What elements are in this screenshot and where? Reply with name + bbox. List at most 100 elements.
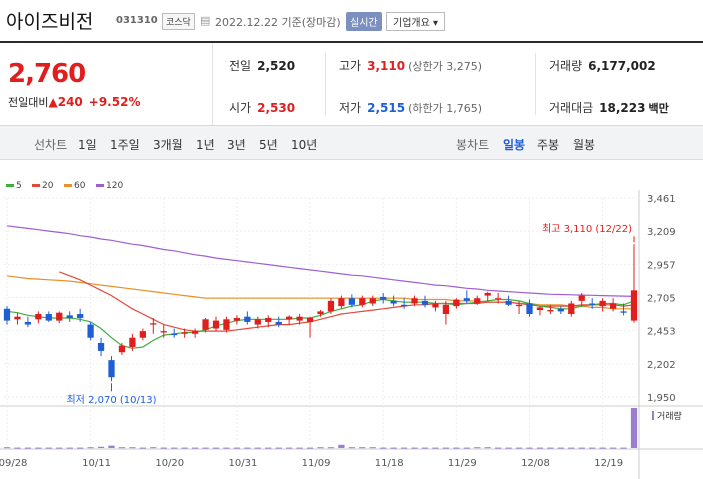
low-annotation: 최저 2,070 (10/13) [66, 394, 156, 406]
open-value: 2,530 [257, 101, 296, 115]
volume-bar [515, 447, 523, 449]
low-label: 저가 [339, 101, 362, 115]
volume-bar [536, 447, 544, 449]
volume-bar [118, 447, 126, 449]
x-tick-label: 10/20 [155, 458, 184, 469]
volume-bar [77, 447, 84, 449]
date-label: 2022.12.22 기준(장마감) [215, 16, 341, 29]
candle-body [505, 300, 512, 305]
volume-legend-label: 거래량 [657, 410, 682, 422]
volume-bar [557, 447, 564, 449]
candle-body [432, 303, 439, 308]
y-tick-label: 1,950 [647, 393, 676, 404]
period-3m[interactable]: 3개월 [153, 138, 183, 152]
legend-swatch [64, 184, 72, 187]
candle-body [24, 321, 32, 325]
candle-body [202, 319, 209, 330]
candle-body [317, 311, 324, 315]
volume: 거래량 6,177,002 [549, 57, 656, 74]
candle-body [421, 300, 429, 305]
company-overview-dropdown[interactable]: 기업개요 ▾ [386, 12, 445, 31]
candle-body [536, 307, 544, 311]
candle-body [129, 337, 136, 347]
candle-body [118, 345, 126, 353]
volume-bar [432, 447, 439, 449]
x-tick-label: 10/11 [82, 458, 111, 469]
candle-chart-label[interactable]: 봉차트 [456, 138, 490, 152]
volume-bar [24, 447, 32, 449]
divider [535, 53, 536, 115]
up-arrow-icon: ▲ [48, 95, 58, 109]
volume-bar [56, 447, 63, 449]
volume-bar [390, 447, 397, 449]
volume-bar [359, 447, 366, 449]
volume-bar [421, 447, 429, 449]
volume-bar [338, 444, 345, 448]
y-tick-label: 2,957 [647, 260, 676, 271]
prev-close: 전일 2,520 [229, 57, 295, 74]
ma120-line [6, 225, 635, 297]
candle-body [589, 303, 596, 305]
candle-body [212, 320, 220, 329]
legend-label: 20 [42, 181, 54, 191]
period-10y[interactable]: 10년 [291, 138, 318, 152]
stock-name: 아이즈비전 [6, 11, 94, 33]
volume-bar [505, 447, 512, 449]
candle-body [620, 311, 627, 313]
line-chart-label[interactable]: 선차트 [34, 138, 68, 152]
candle-body [369, 298, 376, 304]
volume-legend-swatch [652, 411, 654, 420]
candlestick-chart[interactable]: 3,461 3,209 2,957 2,705 2,453 2,202 1,950 09/28… [0, 190, 703, 479]
period-1d[interactable]: 1일 [78, 138, 97, 152]
legend-ma60: 60 [64, 181, 85, 191]
volume-bar [380, 447, 387, 449]
candle-body [547, 310, 554, 312]
candle-body [515, 304, 523, 307]
candle-weekly[interactable]: 주봉 [537, 138, 560, 152]
volume-bar [568, 447, 575, 449]
candle-body [296, 316, 303, 321]
candle-body [77, 314, 84, 318]
candle-body [233, 317, 241, 321]
ma20-line [59, 271, 635, 332]
realtime-button[interactable]: 실시간 [346, 12, 382, 31]
legend-ma5: 5 [6, 181, 22, 191]
y-tick-label: 2,705 [647, 294, 676, 305]
volume-bar [139, 447, 146, 449]
candle-body [453, 299, 460, 307]
period-5y[interactable]: 5년 [259, 138, 278, 152]
volume-bar [630, 408, 638, 448]
candle-body [306, 317, 314, 322]
volume-bar [327, 447, 335, 449]
period-3y[interactable]: 3년 [227, 138, 246, 152]
y-tick-label: 3,209 [647, 227, 676, 238]
candle-daily[interactable]: 일봉 [503, 138, 526, 152]
volume-bar [442, 447, 450, 449]
period-1y[interactable]: 1년 [196, 138, 215, 152]
volume-bar [348, 447, 355, 449]
stock-header: 아이즈비전 031310 코스닥 ▤ 2022.12.22 기준(장마감) 실시… [0, 0, 703, 44]
volume-bar [45, 447, 52, 449]
candle-monthly[interactable]: 월봉 [573, 138, 596, 152]
stats-panel: 전일 2,520 고가 3,110 (상한가 3,275) 거래량 6,177,002 … [213, 43, 703, 125]
candle-body [171, 333, 178, 336]
volume-bar [3, 447, 11, 449]
volume-bar [317, 447, 324, 449]
volume-bar [463, 447, 470, 449]
high-value: 3,110 [367, 59, 406, 73]
legend-label: 120 [106, 181, 124, 191]
volume-value: 6,177,002 [588, 59, 656, 73]
stats-divider [0, 125, 703, 126]
calendar-icon: ▤ [200, 14, 211, 27]
volume-bar [620, 447, 627, 449]
candle-body [97, 343, 105, 351]
volume-bar [254, 447, 261, 449]
period-1w[interactable]: 1주일 [110, 138, 140, 152]
candle-body [286, 316, 293, 320]
candle-body [568, 303, 575, 315]
legend-swatch [6, 184, 14, 187]
chart-toolbar: 선차트 1일 1주일 3개월 1년 3년 5년 10년 봉차트 일봉 주봉 월봉 [0, 126, 703, 160]
amount-value: 18,223 [599, 101, 646, 115]
volume-bar [484, 447, 491, 449]
x-tick-label: 10/31 [228, 458, 257, 469]
